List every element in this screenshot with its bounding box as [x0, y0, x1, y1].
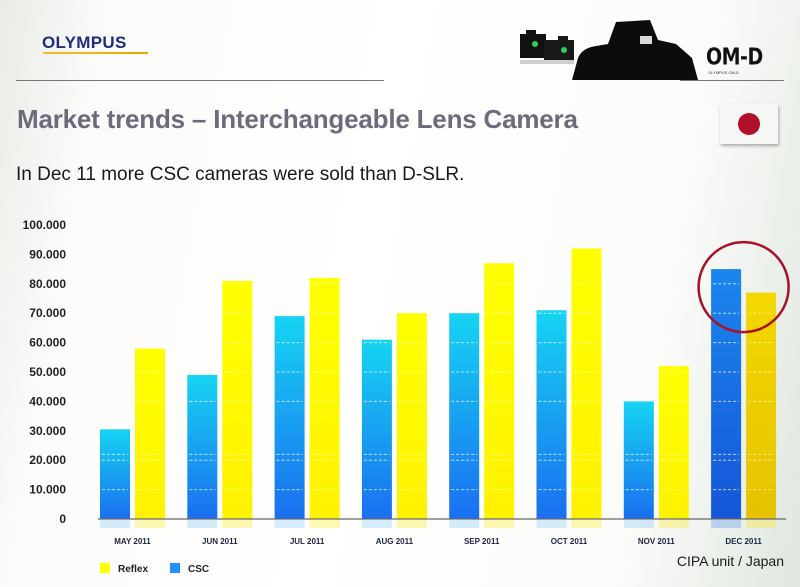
bar-reflection [623, 520, 654, 528]
bar-csc [711, 269, 742, 519]
y-tick-label: 100.000 [23, 218, 67, 232]
bar-reflection [658, 520, 689, 528]
y-tick-label: 70.000 [29, 306, 66, 320]
y-tick-label: 50.000 [29, 365, 66, 379]
x-axis: MAY 2011 JUN 2011 JUL 2011 AUG 2011 SEP 2011… [114, 537, 762, 546]
bar-reflex [571, 248, 602, 519]
bar-chart: 0 10.000 20.000 30.000 40.000 50.000 60.000 70.… [23, 218, 790, 575]
bars [100, 248, 777, 528]
header-divider-left [16, 80, 384, 81]
bar-csc [536, 310, 567, 519]
bar-csc [100, 429, 130, 519]
bar-csc [187, 374, 218, 519]
slide-subtitle: In Dec 11 more CSC cameras were sold tha… [16, 164, 465, 185]
bar-reflection [361, 520, 392, 528]
bar-reflex [309, 277, 340, 519]
bar-csc [361, 339, 392, 519]
highlight-circle [697, 240, 790, 334]
y-tick-label: 40.000 [29, 394, 66, 408]
legend-label-reflex: Reflex [118, 564, 148, 575]
bar-reflection [274, 520, 305, 528]
bar-reflex [658, 366, 689, 519]
bar-reflection [135, 520, 165, 528]
source-note: CIPA unit / Japan [676, 553, 784, 569]
bar-reflection [309, 520, 340, 528]
y-tick-label: 30.000 [29, 424, 66, 438]
bar-reflex [746, 292, 777, 519]
y-tick-label: 80.000 [29, 277, 66, 291]
bar-reflex [135, 348, 165, 519]
y-tick-label: 0 [59, 512, 66, 526]
y-tick-label: 90.000 [29, 247, 66, 261]
y-axis: 0 10.000 20.000 30.000 40.000 50.000 60.000 70.… [23, 218, 67, 526]
x-tick-label: JUL 2011 [290, 537, 325, 546]
bar-reflection [711, 520, 742, 528]
bar-csc [449, 313, 480, 519]
bar-reflection [484, 520, 515, 528]
x-tick-label: MAY 2011 [114, 537, 151, 546]
bar-reflex [484, 263, 515, 519]
small-camera-icon [520, 30, 574, 64]
bar-reflection [396, 520, 427, 528]
camera-images [520, 20, 698, 80]
bar-reflection [571, 520, 602, 528]
y-tick-label: 20.000 [29, 453, 66, 467]
large-camera-icon [572, 20, 698, 80]
legend-swatch-reflex [100, 563, 110, 573]
omd-logo: OM-D [706, 44, 763, 71]
x-tick-label: NOV 2011 [638, 537, 675, 546]
legend: Reflex CSC [100, 563, 209, 575]
bar-reflex [396, 313, 427, 519]
bar-reflection [449, 520, 480, 528]
japan-flag-icon [720, 104, 778, 144]
y-tick-label: 10.000 [29, 483, 66, 497]
header-divider-right [680, 80, 784, 81]
legend-label-csc: CSC [188, 564, 209, 575]
slide-title: Market trends – Interchangeable Lens Cam… [17, 104, 578, 134]
x-tick-label: OCT 2011 [551, 537, 588, 546]
flag-sun [738, 113, 760, 135]
x-tick-label: DEC 2011 [725, 537, 762, 546]
bar-csc [274, 316, 305, 519]
bar-reflection [222, 520, 253, 528]
legend-swatch-csc [170, 563, 180, 573]
bar-reflection [746, 520, 777, 528]
omd-logo-sub: OLYMPUS OM-D [708, 70, 740, 75]
bar-reflection [536, 520, 567, 528]
x-tick-label: SEP 2011 [464, 537, 500, 546]
y-tick-label: 60.000 [29, 336, 66, 350]
bar-reflection [187, 520, 218, 528]
x-tick-label: AUG 2011 [376, 537, 414, 546]
x-tick-label: JUN 2011 [202, 537, 238, 546]
olympus-logo: OLYMPUS [42, 33, 127, 52]
bar-reflex [222, 280, 253, 519]
bar-reflection [100, 520, 130, 528]
logo-underline [43, 52, 148, 54]
